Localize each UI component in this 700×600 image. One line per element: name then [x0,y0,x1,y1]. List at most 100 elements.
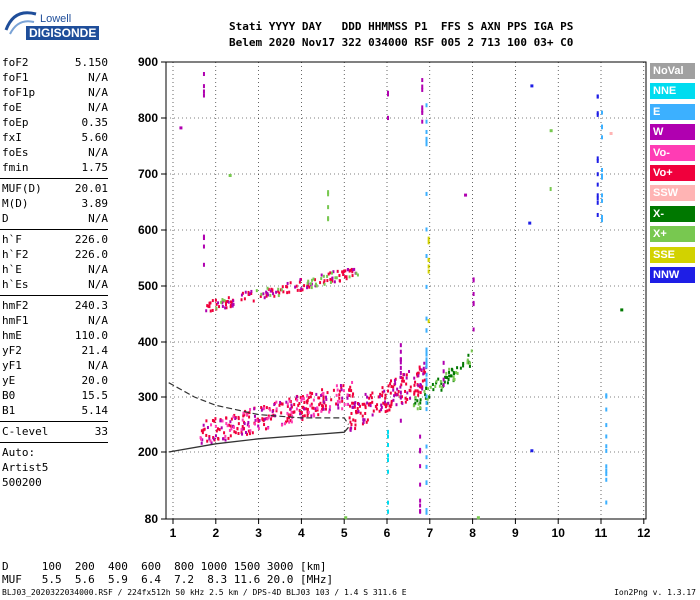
echo-point [377,395,380,399]
echo-point [456,366,459,370]
echo-point [209,439,212,443]
echo-point [290,420,293,424]
echo-point [387,469,389,474]
echo-point [472,278,475,283]
param-row-md: M(D) 3.89 [2,197,108,211]
legend-item-sse: SSE [650,246,695,263]
echo-point [301,405,304,409]
x-tick-label: 7 [426,526,433,540]
param-value: 5.14 [81,404,109,417]
echo-point [202,84,205,89]
echo-point [417,402,420,406]
param-label: foE [2,101,22,114]
echo-point [218,305,221,309]
param-row-he: h`E N/A [2,263,108,277]
echo-point [310,286,313,290]
echo-point [202,93,205,98]
echo-point [387,115,389,120]
param-value: N/A [88,278,108,291]
echo-point [382,401,385,405]
echo-point [317,413,320,417]
echo-point [405,373,408,377]
param-label: yF2 [2,344,22,357]
echo-point [364,406,367,410]
echo-point [530,84,534,88]
echo-point [263,417,266,421]
echo-point [355,409,358,413]
echo-point [596,156,599,161]
echo-point [390,399,393,403]
echo-point [348,269,351,273]
echo-point [605,423,608,428]
param-row-hf: h`F 226.0 [2,233,108,247]
echo-point [338,389,341,393]
echo-point [243,422,246,426]
echo-point [388,408,391,412]
echo-point [340,386,343,390]
echo-point [245,413,248,417]
echo-point [421,84,424,89]
echo-point [331,279,334,283]
echo-point [293,403,296,407]
echo-point [409,396,412,400]
echo-point [350,411,353,415]
param-value: 5.150 [74,56,108,69]
echo-point [306,407,309,411]
echo-point [241,432,244,436]
echo-point [344,269,347,273]
echo-point [280,423,283,427]
param-label: foF1p [2,86,36,99]
echo-point [425,380,428,385]
echo-point [323,282,326,286]
param-label: MUF(D) [2,182,42,195]
echo-point [327,272,330,276]
echo-point [605,394,608,399]
echo-point [418,367,421,371]
echo-point [278,403,281,407]
muf-value-row: MUF 5.5 5.6 5.9 6.4 7.2 8.3 11.6 20.0 [M… [2,573,334,586]
echo-point [201,438,204,442]
param-label: h`Es [2,278,29,291]
echo-point [240,293,243,297]
echo-point [364,392,367,396]
echo-point [337,406,340,410]
echo-point [208,305,211,309]
echo-point [448,367,451,371]
echo-point [399,360,402,365]
echo-point [425,400,428,405]
echo-point [257,424,260,428]
echo-point [232,425,235,429]
echo-point [468,361,471,365]
echo-point [300,287,303,291]
echo-point [280,288,283,292]
echo-point [353,403,356,407]
echo-point [312,277,315,281]
echo-point [223,299,226,303]
echo-point [216,427,219,431]
echo-point [227,300,230,304]
echo-point [363,418,366,422]
echo-point [378,409,381,413]
echo-point [231,303,234,307]
echo-point [605,434,608,439]
echo-point [395,393,398,397]
param-row-fxi: fxI 5.60 [2,131,108,145]
echo-point [307,396,310,400]
x-tick-label: 4 [298,526,305,540]
echo-point [450,367,453,371]
echo-point [266,426,269,430]
echo-point [528,221,532,225]
param-label: hmE [2,329,22,342]
y-tick-label: 300 [138,390,158,404]
echo-point [361,402,364,406]
echo-point [549,129,553,133]
footer-file-info: BLJ03_2020322034000.RSF / 224fx512h 50 k… [2,588,407,597]
echo-point [206,426,209,430]
echo-point [321,408,324,412]
param-label: fmin [2,161,29,174]
echo-point [419,398,422,402]
param-row-foep: foEp 0.35 [2,116,108,130]
echo-point [322,274,325,278]
echo-point [413,392,416,396]
param-row-fof1p: foF1p N/A [2,86,108,100]
